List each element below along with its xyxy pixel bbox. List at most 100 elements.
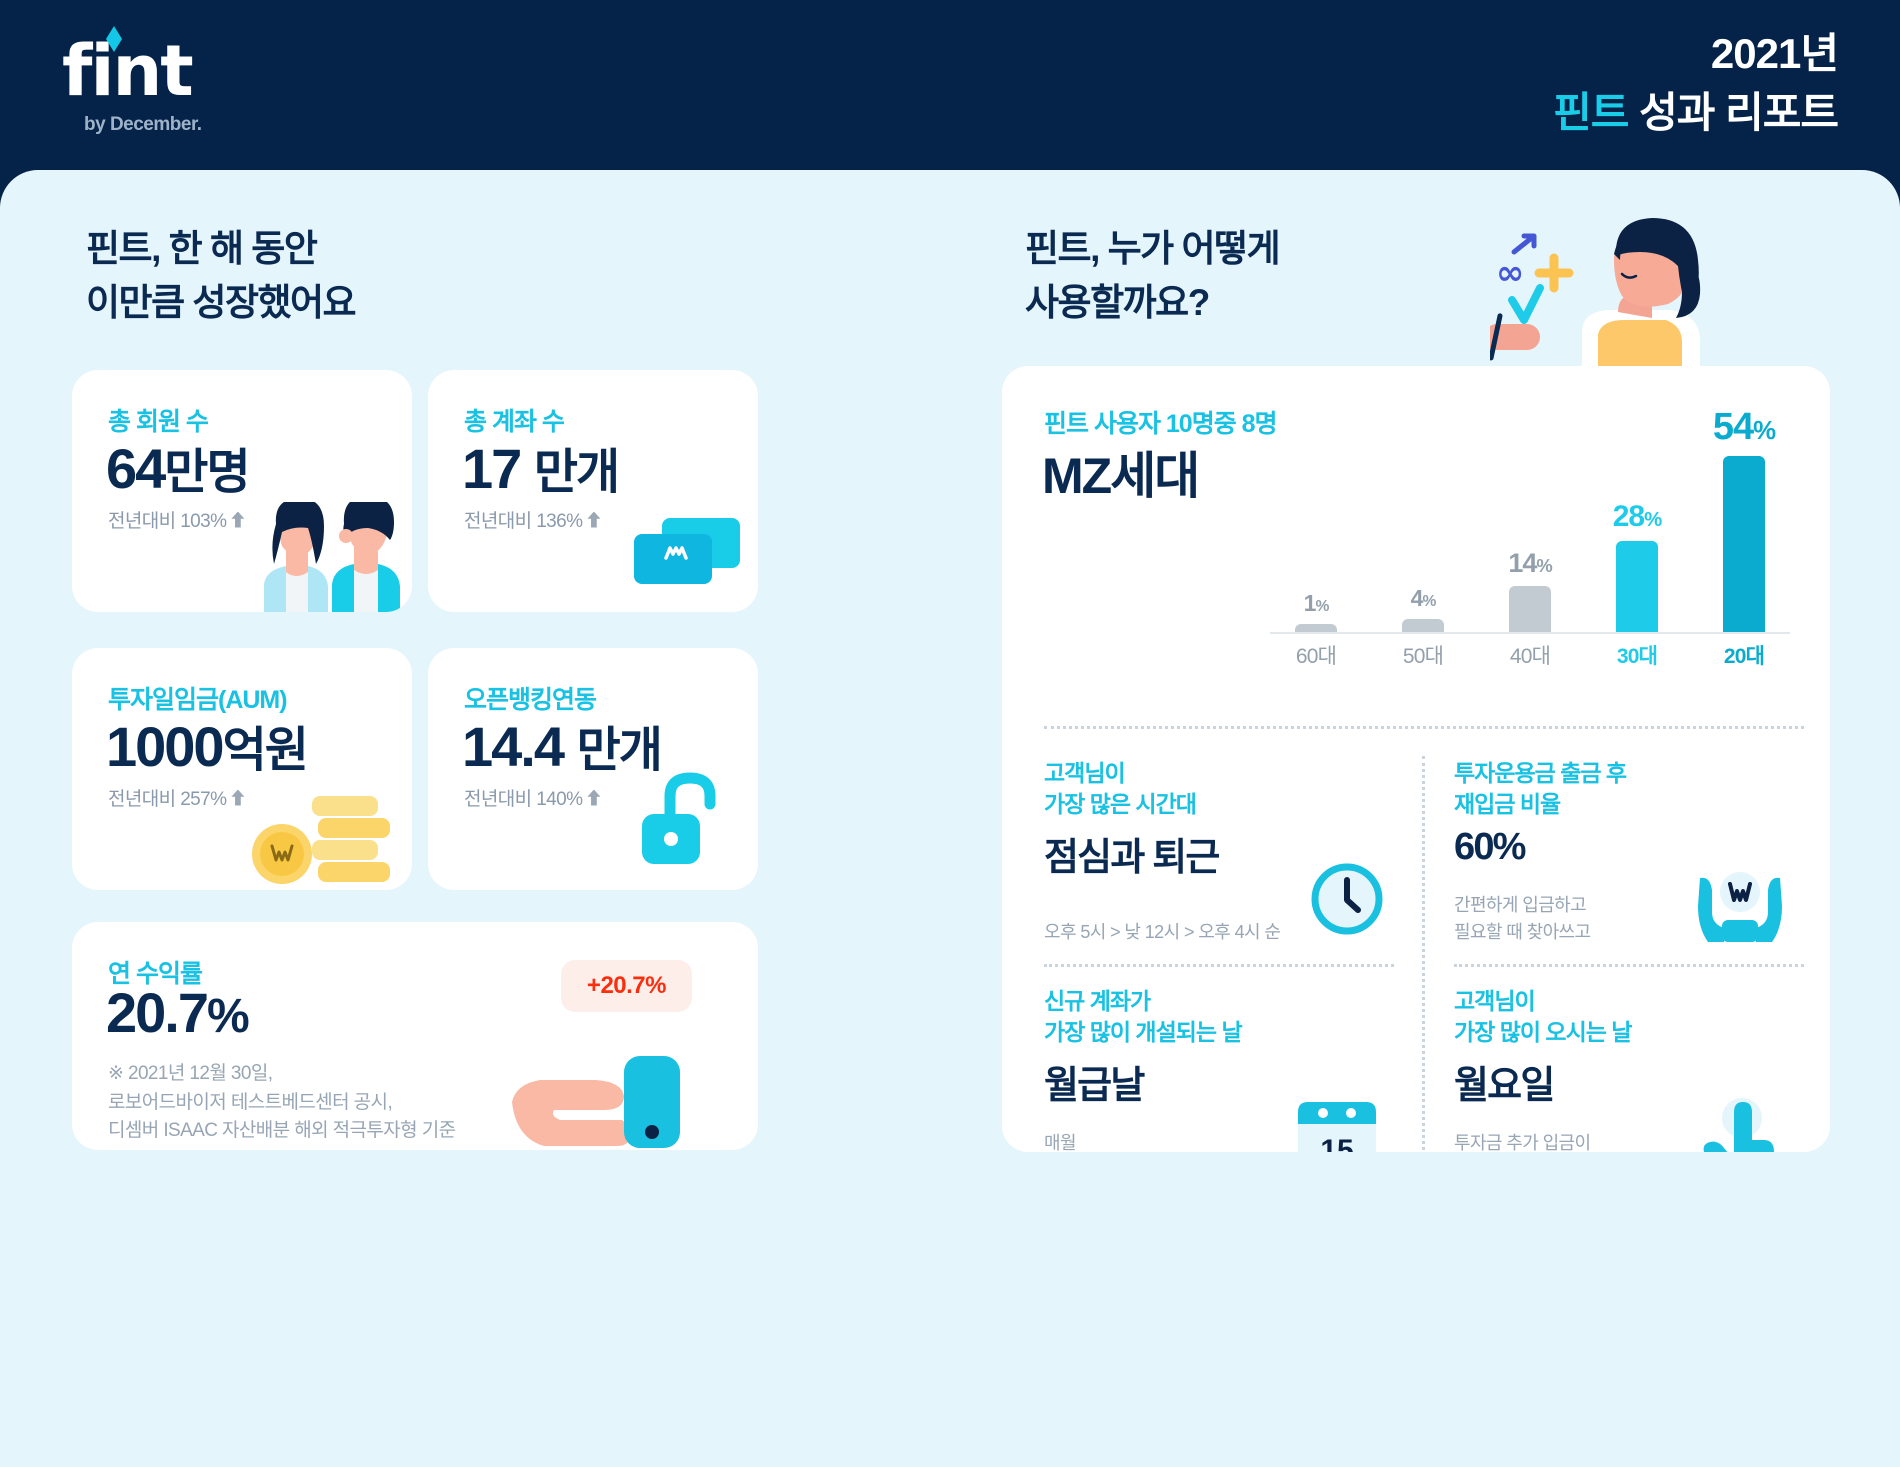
coins-illustration — [252, 796, 390, 884]
annual-return-card: 연 수익률 20.7% ※ 2021년 12월 30일, 로보어드바이저 테스트… — [72, 922, 758, 1150]
quad-kicker-line-2: 가장 많은 시간대 — [1044, 791, 1197, 818]
svg-text:∞: ∞ — [1496, 253, 1524, 293]
arrow-up-icon — [587, 511, 601, 528]
chart-x-axis-ticks: 60대 50대 40대 30대 20대 — [1270, 640, 1790, 670]
woman-with-phone-illustration: ∞ — [1490, 218, 1701, 378]
stat-unit: 억원 — [222, 724, 309, 777]
stat-number: 14.4 — [462, 715, 565, 778]
quad-sub-line-2: 필요할 때 찾아쓰고 — [1454, 922, 1591, 942]
stat-card-open-banking: 오픈뱅킹연동 14.4 만개 전년대비 140% — [428, 648, 758, 890]
left-heading-line-2: 이만큼 성장했어요 — [86, 281, 357, 323]
chart-bar-value-label: 1% — [1303, 590, 1330, 616]
divider-vertical-1 — [1422, 756, 1425, 1152]
return-unit: % — [207, 990, 250, 1043]
stat-delta-text: 전년대비 257% — [108, 789, 227, 810]
stat-delta: 전년대비 140% — [464, 784, 601, 811]
arrow-up-icon — [587, 789, 601, 806]
chart-tick-label: 40대 — [1509, 645, 1551, 668]
age-distribution-chart: 1% 4% 14% 28% 54% 60대 50대 40대 30대 20대 — [1270, 406, 1790, 676]
right-heading-line-1: 핀트, 누가 어떻게 — [1025, 228, 1281, 269]
stat-label: 총 계좌 수 — [464, 408, 565, 436]
quad-title: 월요일 — [1454, 1065, 1555, 1108]
logo-text: fint — [62, 30, 194, 112]
left-section-heading: 핀트, 한 해 동안 이만큼 성장했어요 — [86, 222, 357, 329]
quad-kicker-line-1: 고객님이 — [1044, 760, 1126, 786]
chart-tick-label: 20대 — [1723, 645, 1765, 668]
report-brand: 핀트 — [1553, 88, 1629, 136]
quadrant-new-accounts-day: 신규 계좌가 가장 많이 개설되는 날 월급날 매월 15일 > 10일 > 2… — [1044, 986, 1394, 1152]
chart-bar — [1723, 455, 1765, 632]
chart-bar-group: 28% — [1591, 500, 1683, 632]
calendar-icon: 15 — [1298, 1102, 1376, 1152]
quad-kicker: 고객님이 가장 많은 시간대 — [1044, 758, 1394, 820]
return-badge: +20.7% — [560, 960, 692, 1012]
open-padlock-illustration — [642, 772, 716, 864]
return-value: 20.7% — [106, 980, 250, 1045]
hand-with-phone-illustration — [512, 1056, 680, 1148]
chart-bar-group: 1% — [1270, 590, 1362, 632]
logo-tagline: by December. — [84, 114, 202, 135]
two-people-illustration — [264, 502, 400, 612]
chart-bar-value-label: 28% — [1612, 499, 1663, 533]
report-year: 2021년 — [1710, 30, 1839, 77]
logo-wordmark: fint — [62, 26, 202, 106]
stat-value: 1000억원 — [106, 710, 309, 780]
chart-bar-group: 4% — [1377, 585, 1469, 632]
arrow-up-icon — [231, 511, 245, 528]
quad-kicker-line-2: 가장 많이 오시는 날 — [1454, 1019, 1632, 1046]
chart-bar-value-label: 4% — [1410, 584, 1437, 611]
stat-unit: 만개 — [576, 724, 663, 777]
chart-bar-value-label: 14% — [1508, 548, 1552, 579]
chart-tick-label: 30대 — [1616, 645, 1658, 668]
divider-horizontal-1 — [1044, 726, 1804, 729]
quad-kicker-line-1: 고객님이 — [1454, 988, 1536, 1014]
report-subtitle: 핀트 성과 리포트 — [1553, 87, 1839, 140]
chart-bar — [1402, 618, 1444, 632]
right-section-heading: 핀트, 누가 어떻게 사용할까요? — [1025, 222, 1281, 329]
quad-sub: 매월 15일 > 10일 > 25일 순 — [1044, 1130, 1206, 1152]
quad-sub: 간편하게 입금하고 필요할 때 찾아쓰고 — [1454, 892, 1591, 946]
stat-delta-text: 전년대비 136% — [464, 511, 583, 532]
return-note-line-2: 로보어드바이저 테스트베드센터 공시, — [108, 1091, 393, 1113]
stat-number: 17 — [462, 437, 522, 500]
stat-number: 1000 — [106, 715, 225, 778]
arrow-up-icon — [231, 789, 245, 806]
chart-bar-group: 54% — [1698, 406, 1790, 632]
brand-logo: fint by December. — [62, 26, 202, 136]
quadrant-most-visited-day: 고객님이 가장 많이 오시는 날 월요일 투자금 추가 입금이 가장 많은 날도… — [1454, 986, 1804, 1152]
stat-number: 64 — [106, 437, 166, 500]
clock-icon — [1311, 863, 1383, 935]
quad-title: 60% — [1454, 826, 1526, 869]
quad-sub-line-1: 투자금 추가 입금이 — [1454, 1133, 1591, 1152]
diamond-icon — [106, 26, 122, 52]
chart-baseline — [1270, 632, 1790, 634]
quad-kicker-line-1: 투자운용금 출금 후 — [1454, 760, 1627, 786]
stat-unit: 만개 — [533, 446, 620, 499]
return-note-line-3: 디셈버 ISAAC 자산배분 해외 적극투자형 기준 — [108, 1120, 456, 1141]
chart-bar — [1616, 540, 1658, 632]
stat-card-aum: 투자일임금(AUM) 1000억원 전년대비 257% — [72, 648, 412, 890]
stat-label: 오픈뱅킹연동 — [464, 686, 597, 714]
quadrant-peak-time: 고객님이 가장 많은 시간대 점심과 퇴근 오후 5시 > 낮 12시 > 오후… — [1044, 758, 1394, 948]
stat-card-total-accounts: 총 계좌 수 17 만개 전년대비 136% — [428, 370, 758, 612]
calendar-day-number: 15 — [1320, 1134, 1353, 1152]
quadrant-redeposit-rate: 투자운용금 출금 후 재입금 비율 60% 간편하게 입금하고 필요할 때 찾아… — [1454, 758, 1804, 948]
return-number: 20.7 — [106, 981, 209, 1044]
quad-sub: 오후 5시 > 낮 12시 > 오후 4시 순 — [1044, 919, 1281, 946]
quad-sub-line-1: 매월 — [1044, 1133, 1077, 1152]
quad-title: 월급날 — [1044, 1065, 1145, 1108]
chart-bar-value-label: 54% — [1712, 405, 1776, 448]
stat-value: 64만명 — [106, 432, 251, 502]
stat-value: 17 만개 — [462, 432, 620, 502]
stat-delta-text: 전년대비 103% — [108, 511, 227, 532]
body-panel-top-rounding — [0, 170, 1900, 230]
quad-kicker-line-2: 재입금 비율 — [1454, 791, 1561, 818]
right-heading-line-2: 사용할까요? — [1025, 281, 1210, 323]
stat-unit: 만명 — [164, 446, 250, 499]
return-note: ※ 2021년 12월 30일, 로보어드바이저 테스트베드센터 공시, 디셈버… — [108, 1060, 456, 1146]
chart-bar — [1509, 586, 1551, 632]
stat-card-total-members: 총 회원 수 64만명 전년대비 103% — [72, 370, 412, 612]
return-label: 연 수익률 — [108, 960, 203, 988]
divider-horizontal-3 — [1454, 964, 1804, 967]
divider-horizontal-2 — [1044, 964, 1394, 967]
